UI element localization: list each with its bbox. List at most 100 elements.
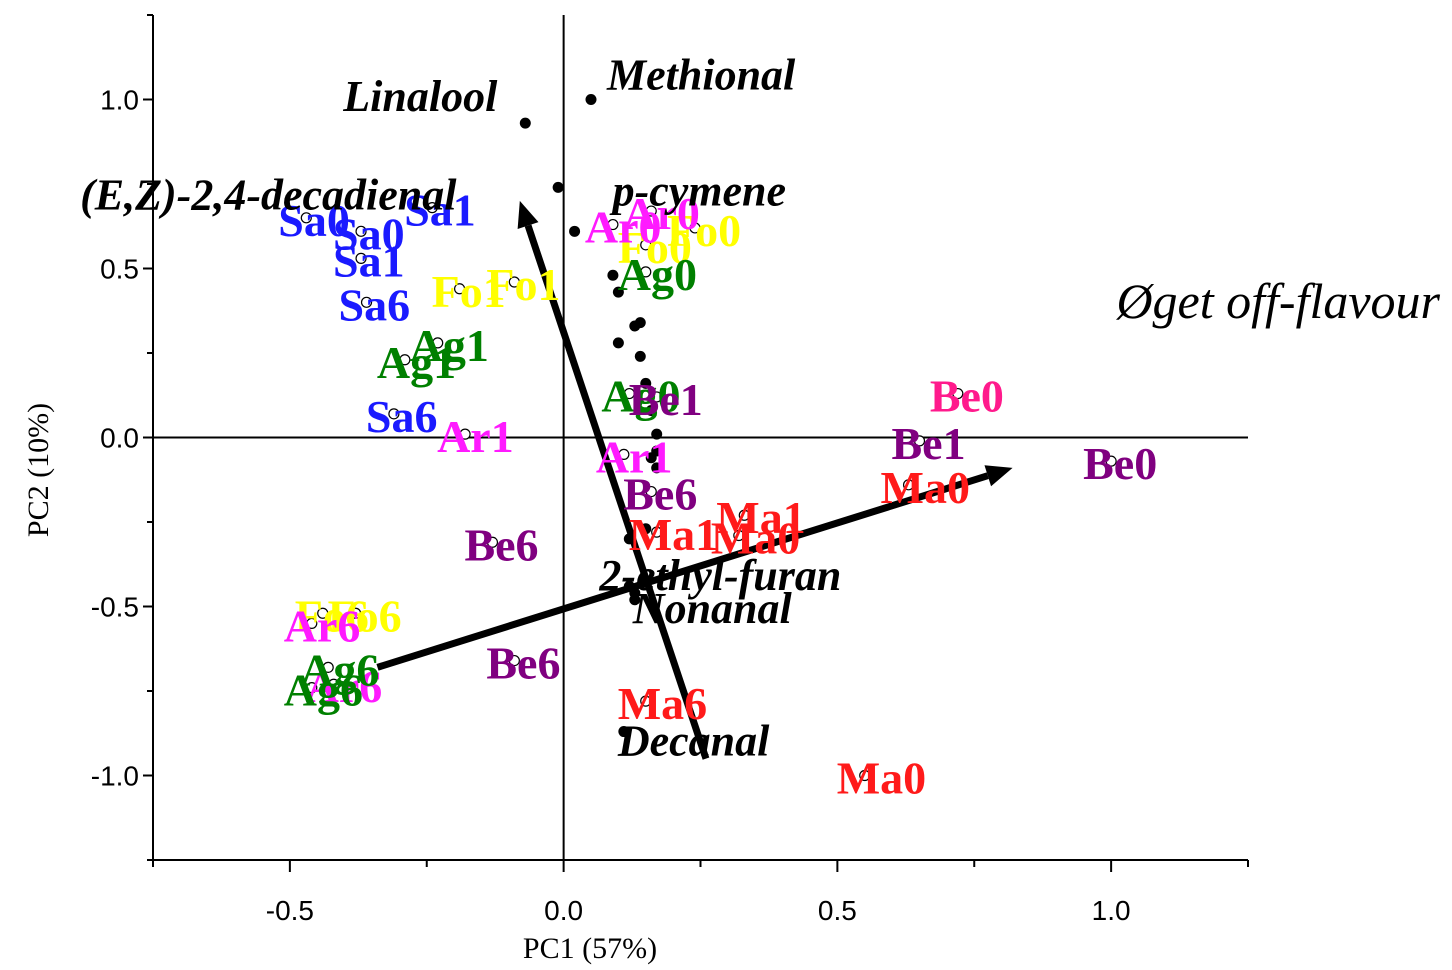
sample-point [432, 337, 444, 349]
y-tick-label: -1.0 [91, 761, 139, 792]
sample-point [913, 435, 926, 447]
sample-point [317, 607, 329, 619]
sample-point [306, 617, 318, 630]
sample-label: Sa1 [333, 235, 405, 286]
sample-point [508, 654, 520, 667]
compound-label: Decanal [617, 717, 770, 766]
y-tick-label: -0.5 [91, 592, 139, 623]
sample-point [388, 408, 400, 420]
sample-label: Ar6 [306, 661, 383, 712]
sample-point [399, 354, 411, 366]
sample-label: Be6 [464, 519, 538, 570]
sample-point [306, 682, 318, 694]
sample-label: Ma0 [881, 462, 970, 513]
sample-label: Sa1 [404, 185, 476, 236]
compound-point [519, 117, 531, 129]
sample-label: Ag0 [601, 371, 680, 422]
sample-label: Ar0 [623, 188, 700, 239]
compound-label: Nonanal [632, 584, 793, 633]
sample-label: Be0 [1083, 438, 1157, 489]
compound-point [651, 428, 663, 440]
sample-point [645, 205, 657, 217]
sample-point [486, 536, 499, 548]
compound-point [618, 726, 630, 738]
sample-label: Sa6 [366, 391, 438, 442]
sample-point [355, 225, 367, 237]
sample-point [689, 222, 701, 234]
y-axis-title: PC2 (10%) [22, 403, 55, 537]
loading-arrows [376, 200, 1013, 760]
off-flavour-annotation: Øget off-flavour [1115, 273, 1440, 329]
loading-arrow-head [984, 465, 1013, 487]
sample-label: Ar6 [284, 600, 361, 651]
sample-point [322, 661, 334, 673]
compound-point [651, 462, 663, 474]
sample-point [355, 252, 367, 264]
x-tick-label: -0.5 [266, 895, 314, 926]
compound-label: (E,Z)-2,4-decadienal [80, 170, 457, 219]
compound-point [607, 269, 619, 281]
x-tick-label: 1.0 [1092, 895, 1131, 926]
sample-label: Fo1 [486, 259, 560, 310]
sample-label: Ma6 [618, 678, 707, 729]
sample-label: Fo6 [295, 590, 369, 641]
sample-point [645, 485, 657, 498]
sample-point [640, 266, 652, 278]
sample-label: Fo1 [432, 266, 506, 317]
axes-frame: -1.0 -0.5 0.0 0.5 1.0 -0.5 0.0 0.5 1.0 [91, 14, 1249, 926]
sample-point [738, 509, 750, 521]
sample-label: Ag0 [618, 249, 697, 300]
sample-point [454, 283, 466, 295]
compound-point [640, 523, 652, 535]
sample-point [426, 202, 438, 214]
sample-point [459, 428, 471, 440]
compound-point [634, 350, 646, 362]
sample-point [859, 769, 871, 782]
sample-label: Ma1 [716, 492, 805, 543]
sample-point [349, 607, 362, 619]
sample-point [360, 296, 373, 308]
y-tick-label: 1.0 [100, 85, 139, 116]
compound-point [629, 587, 641, 599]
compound-label: p-cymene [609, 166, 786, 215]
sample-point [640, 239, 652, 251]
sample-label: Be6 [623, 469, 697, 520]
sample-label: Be0 [930, 371, 1004, 422]
compound-point [569, 225, 581, 237]
sample-point [640, 695, 652, 707]
sample-label: Be6 [486, 638, 560, 689]
compound-point [629, 320, 641, 332]
compound-point [645, 452, 657, 464]
sample-point [607, 218, 619, 231]
compound-point [645, 404, 657, 416]
sample-label: Ar1 [596, 431, 673, 482]
y-tick-label: 0.5 [100, 254, 139, 285]
sample-point [508, 276, 520, 288]
sample-label: Ma0 [837, 753, 926, 804]
sample-label: Be1 [892, 418, 966, 469]
sample-label: Ma0 [711, 513, 800, 564]
sample-label: Be1 [629, 374, 703, 425]
sample-label: Ag6 [300, 644, 379, 695]
sample-label: Fo0 [667, 205, 741, 256]
compound-label: Linalool [342, 72, 498, 121]
loading-arrow-shaft [524, 224, 710, 760]
sample-point [733, 529, 745, 542]
sample-point [300, 212, 312, 224]
sample-point [328, 678, 340, 690]
sample-label: Ma1 [629, 509, 718, 560]
compound-label: 2-ethyl-furan [598, 551, 841, 600]
y-tick-label: 0.0 [100, 423, 139, 454]
sample-point [651, 391, 663, 403]
sample-label: Ag1 [377, 337, 456, 388]
sample-label: Ar0 [585, 202, 662, 253]
x-tick-label: 0.0 [544, 895, 583, 926]
x-axis-title: PC1 (57%) [523, 932, 657, 965]
sample-label: Ag1 [410, 320, 489, 371]
sample-point [902, 479, 915, 491]
sample-label: Ag6 [284, 665, 363, 716]
compound-point [640, 377, 652, 389]
sample-label: Sa6 [339, 279, 411, 330]
compound-point [612, 337, 624, 349]
loading-arrow-shaft [376, 472, 989, 671]
